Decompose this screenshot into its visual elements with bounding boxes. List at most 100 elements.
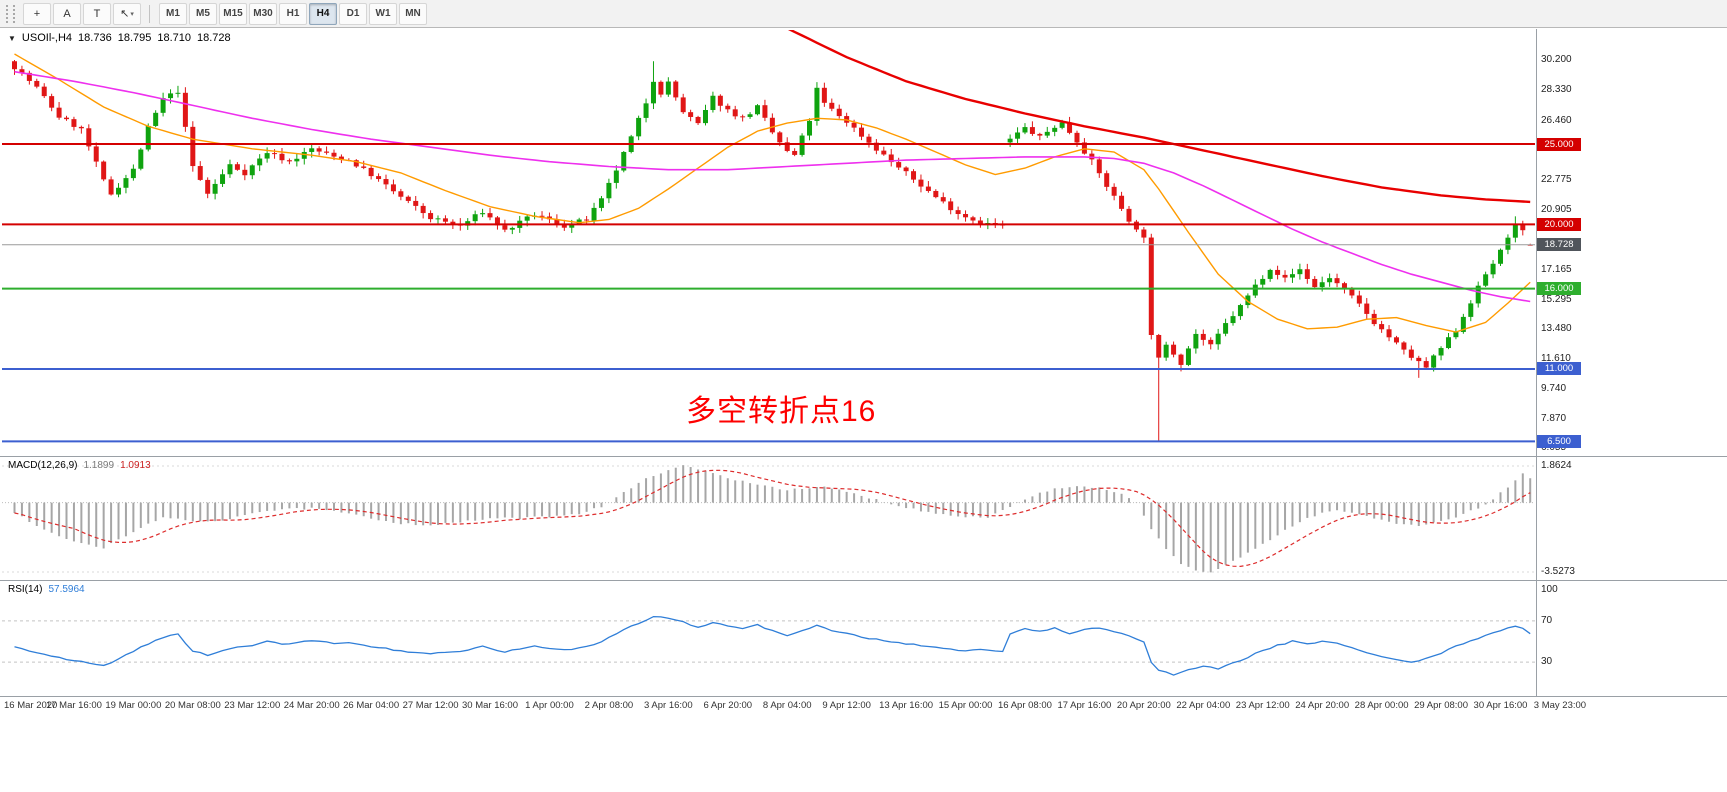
candle xyxy=(1067,122,1073,133)
candle xyxy=(450,221,456,224)
candle xyxy=(598,198,604,208)
timeframe-d1-button[interactable]: D1 xyxy=(339,2,367,25)
candle xyxy=(86,128,92,147)
candle xyxy=(316,148,322,152)
macd-signal-line xyxy=(14,469,1531,568)
candle xyxy=(1015,132,1021,139)
candle xyxy=(1022,127,1028,133)
candle xyxy=(911,171,917,180)
timeframe-m30-button[interactable]: M30 xyxy=(249,2,277,25)
candle xyxy=(1148,237,1154,335)
timeframe-h1-button[interactable]: H1 xyxy=(279,2,307,25)
crosshair-tool[interactable]: + xyxy=(23,2,51,25)
candle xyxy=(821,87,827,103)
candle xyxy=(212,183,218,194)
candle xyxy=(732,109,738,117)
candle xyxy=(509,227,515,230)
candle xyxy=(190,126,196,167)
candle xyxy=(368,167,374,177)
candle xyxy=(1044,131,1050,136)
candle xyxy=(1178,354,1184,365)
timeframe-m5-button[interactable]: M5 xyxy=(189,2,217,25)
ma-slow-red xyxy=(787,30,1531,204)
one-click-collapse-icon[interactable]: ▼ xyxy=(8,33,16,43)
candle xyxy=(442,218,448,222)
timeframes-group: M1 M5 M15 M30 H1 H4 D1 W1 MN xyxy=(158,2,428,25)
candle xyxy=(1029,127,1035,134)
timeframe-m15-button[interactable]: M15 xyxy=(219,2,247,25)
text-label-tool[interactable]: A xyxy=(53,2,81,25)
candle xyxy=(1193,333,1199,349)
candle xyxy=(1163,344,1169,358)
dropdown-caret-icon: ▾ xyxy=(130,10,134,18)
candle xyxy=(1498,249,1503,264)
candle xyxy=(717,95,723,106)
candle xyxy=(502,225,508,230)
candle xyxy=(636,117,642,137)
candle xyxy=(955,210,961,215)
candle xyxy=(680,97,686,113)
candle xyxy=(903,167,909,172)
candle xyxy=(1037,133,1043,136)
candle xyxy=(896,162,902,168)
timeframe-m1-button[interactable]: M1 xyxy=(159,2,187,25)
text-label-tool-icon: A xyxy=(63,7,71,20)
candle xyxy=(933,190,939,198)
candle xyxy=(873,142,879,151)
candle xyxy=(428,213,434,220)
candle xyxy=(1475,285,1481,304)
chart-text-annotation[interactable]: 多空转折点16 xyxy=(686,395,877,428)
candle xyxy=(1356,295,1362,304)
candle xyxy=(576,219,582,224)
candle xyxy=(242,169,248,176)
candle xyxy=(1364,303,1370,314)
candle xyxy=(205,179,211,194)
candle xyxy=(1230,316,1236,324)
candle xyxy=(227,164,233,175)
candle xyxy=(108,179,114,195)
cursor-tool[interactable]: ↖ ▾ xyxy=(113,2,141,25)
candle xyxy=(888,154,894,163)
candle xyxy=(1215,333,1221,345)
candle xyxy=(12,61,17,70)
ma-medium-magenta xyxy=(14,70,1531,303)
candle xyxy=(376,176,382,180)
candle xyxy=(1490,263,1496,275)
ohlc-low: 18.710 xyxy=(157,32,192,44)
candle xyxy=(940,197,946,202)
candle xyxy=(1468,303,1474,317)
candle xyxy=(1327,278,1333,283)
candle xyxy=(26,72,32,81)
timeframe-w1-button[interactable]: W1 xyxy=(369,2,397,25)
candle xyxy=(294,158,300,162)
candle xyxy=(814,87,820,121)
symbol-ohlc-label: ▼ USOIl-,H4 18.736 18.795 18.710 18.728 xyxy=(8,32,231,44)
candle xyxy=(1252,284,1258,296)
candle xyxy=(584,219,590,221)
candle xyxy=(963,214,969,218)
candle xyxy=(64,117,70,120)
candle xyxy=(1200,333,1206,340)
candle xyxy=(688,112,694,117)
candle xyxy=(435,218,441,220)
candle xyxy=(747,114,753,117)
candle xyxy=(1104,173,1110,187)
candle xyxy=(1401,342,1407,350)
timeframe-mn-button[interactable]: MN xyxy=(399,2,427,25)
rsi-indicator-label: RSI(14) 57.5964 xyxy=(8,584,85,595)
candle xyxy=(710,95,716,111)
candle xyxy=(1074,132,1080,143)
candle xyxy=(168,93,174,99)
candle xyxy=(145,125,151,150)
candle xyxy=(249,165,255,176)
chart-canvas[interactable]: ▼ USOIl-,H4 18.736 18.795 18.710 18.728 … xyxy=(0,28,1727,792)
candle xyxy=(41,86,47,97)
timeframe-h4-button[interactable]: H4 xyxy=(309,2,337,25)
candle xyxy=(234,164,240,170)
candle xyxy=(918,179,924,187)
candle xyxy=(361,166,367,168)
candle xyxy=(182,92,188,127)
macd-title: MACD(12,26,9) xyxy=(8,460,78,471)
text-tool[interactable]: T xyxy=(83,2,111,25)
